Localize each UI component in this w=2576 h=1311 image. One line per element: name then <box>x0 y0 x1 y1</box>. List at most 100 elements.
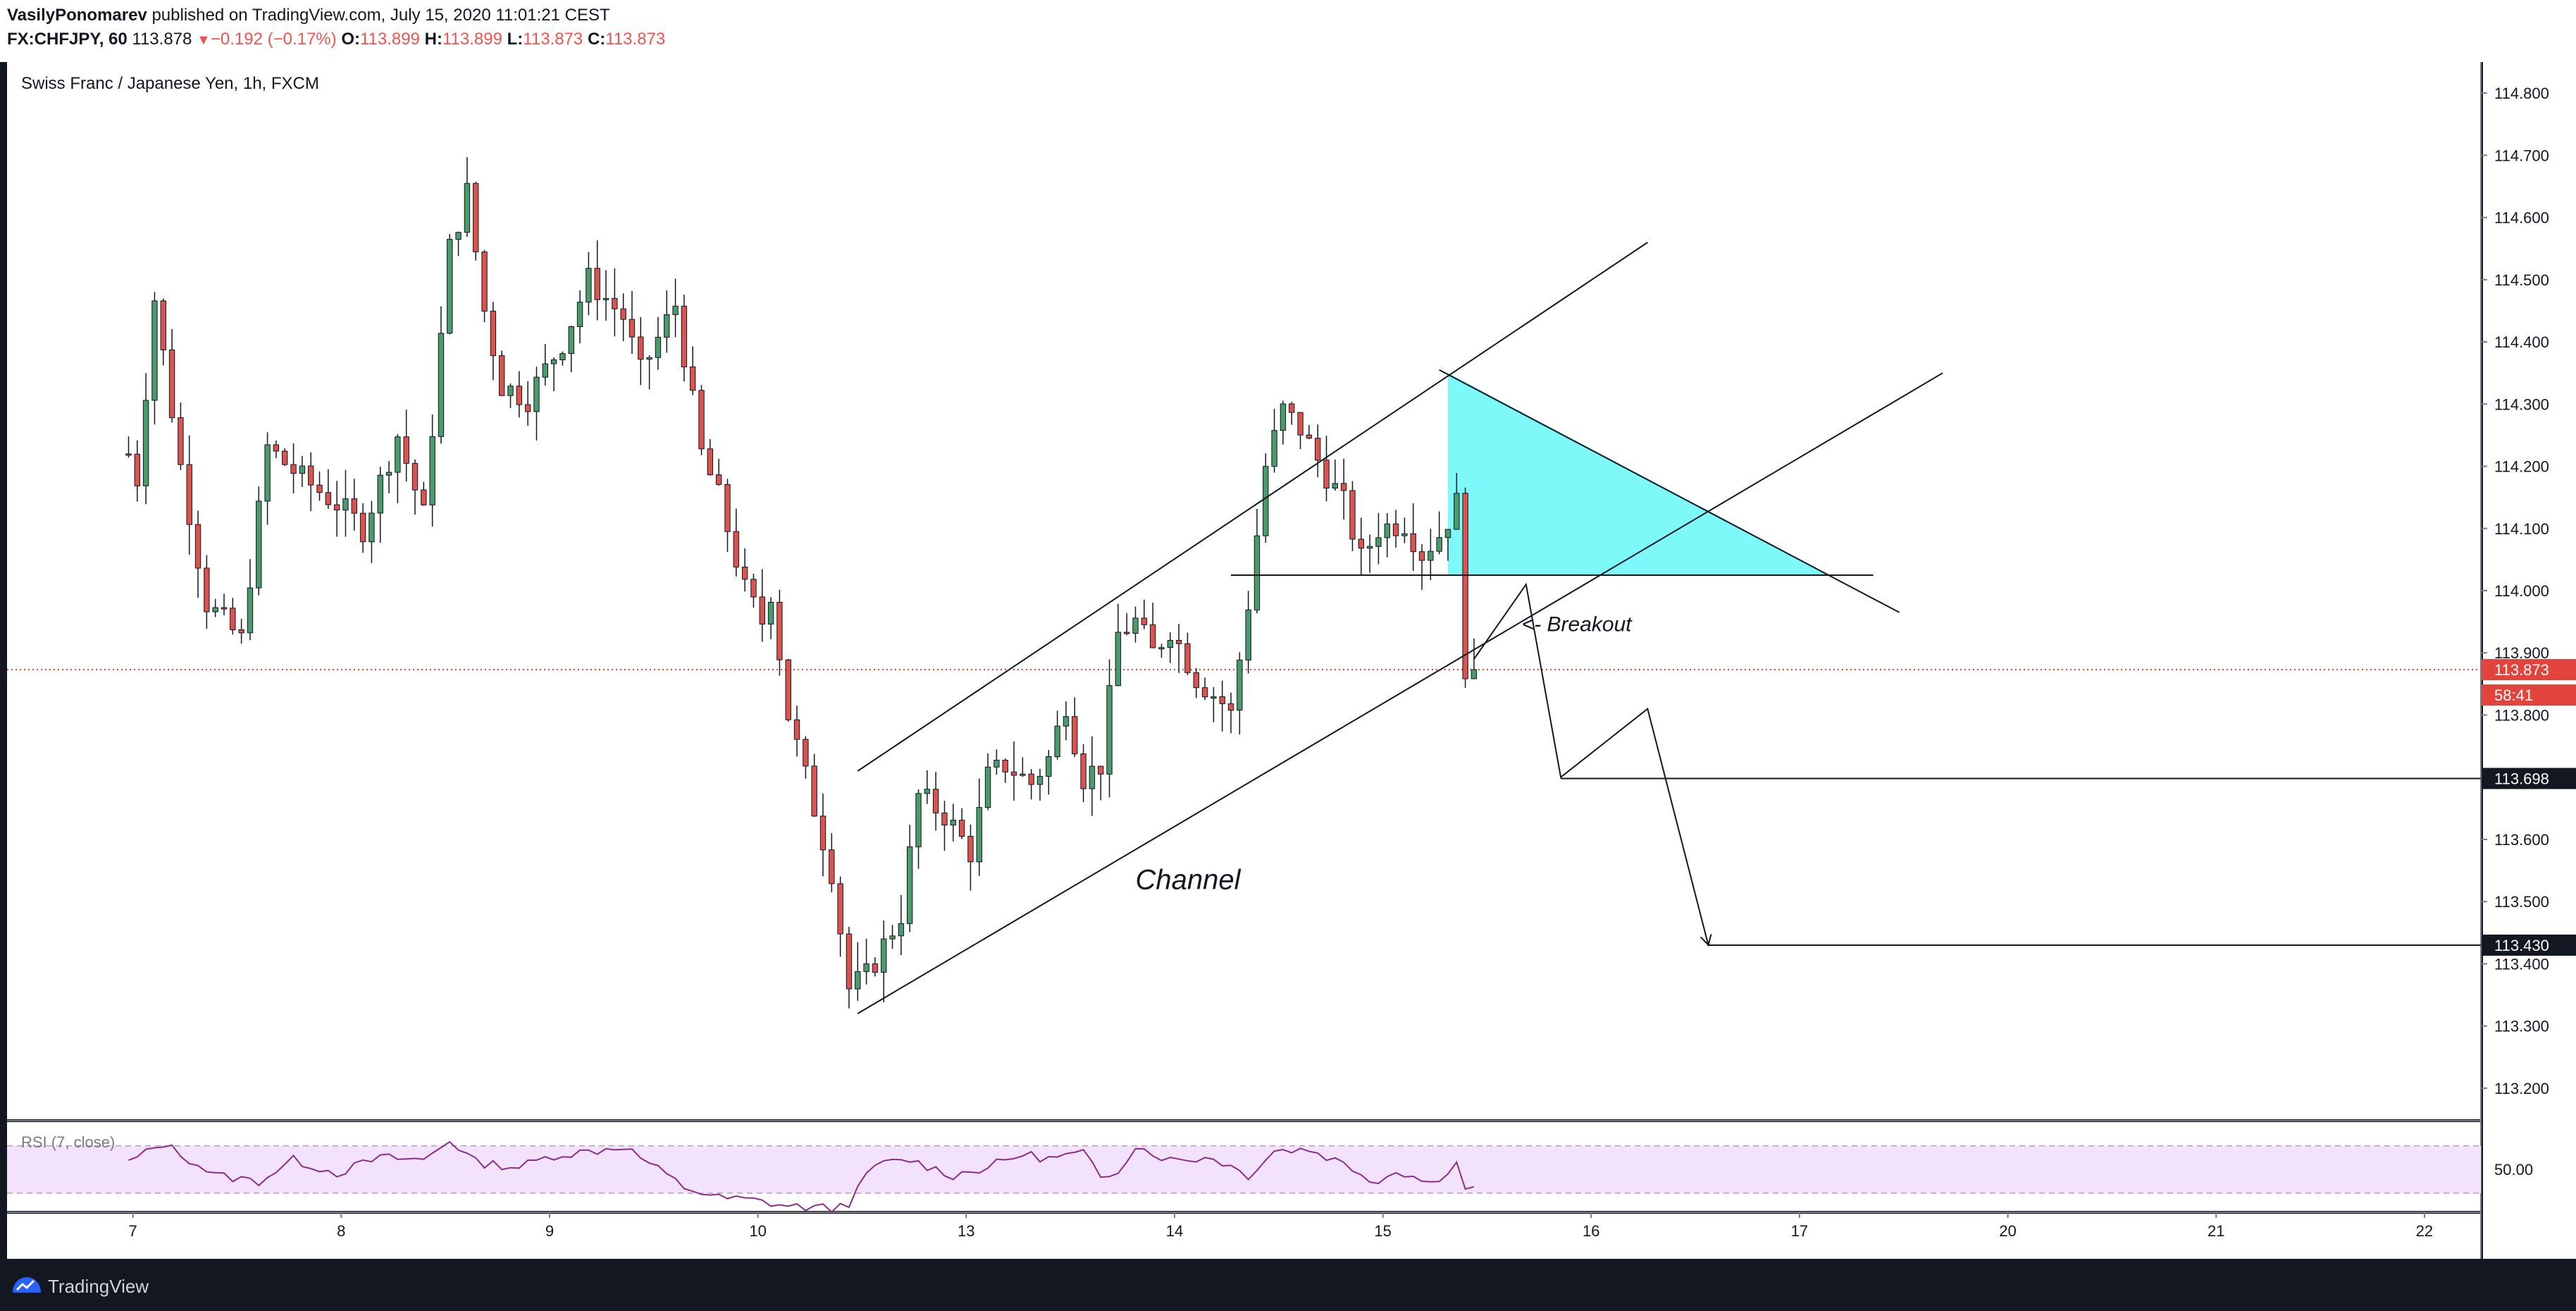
candle-body <box>125 453 132 456</box>
target-1-tag: 113.698 <box>2494 770 2549 787</box>
candle-body <box>1219 696 1225 704</box>
candle-body <box>664 314 670 338</box>
candle-body <box>1020 773 1026 776</box>
target-2-tag-bg <box>2482 934 2576 956</box>
author-name[interactable]: VasilyPonomarev <box>7 6 147 25</box>
candle-body <box>1315 438 1321 461</box>
candle-body <box>846 933 853 990</box>
candle-body <box>282 450 288 465</box>
tradingview-logo-icon[interactable] <box>10 1274 44 1295</box>
candle-body <box>524 404 531 412</box>
rsi-band <box>7 1145 2481 1193</box>
candle-body <box>221 607 228 610</box>
candle-body <box>1375 537 1382 547</box>
candle-body <box>803 739 809 767</box>
candle-body <box>1428 550 1434 561</box>
candle-body <box>958 820 965 837</box>
candle-body <box>533 376 540 412</box>
candle-body <box>646 357 652 360</box>
candle-body <box>829 849 835 885</box>
candle-body <box>741 566 748 580</box>
candle-body <box>1401 533 1408 536</box>
candle-body <box>1072 716 1078 754</box>
candle-body <box>1227 703 1234 711</box>
candle-body <box>1036 775 1044 785</box>
candle-body <box>1444 529 1451 538</box>
time-tick-label: 22 <box>2416 1222 2433 1240</box>
candle-body <box>576 302 583 327</box>
candle-body <box>638 336 644 360</box>
candle-body <box>316 484 323 493</box>
time-tick-label: 8 <box>337 1222 345 1240</box>
publish-header: VasilyPonomarev published on TradingView… <box>0 0 2576 62</box>
candle-body <box>142 400 149 486</box>
high-value: 113.899 <box>442 30 502 49</box>
tradingview-brand[interactable]: TradingView <box>48 1276 149 1297</box>
time-tick-label: 13 <box>958 1222 974 1240</box>
candle-body <box>1410 533 1416 553</box>
price-tick-label: 114.400 <box>2494 333 2549 351</box>
candle-body <box>1462 493 1468 679</box>
candle-body <box>1289 403 1295 413</box>
candle-body <box>429 436 435 505</box>
candle-body <box>1392 523 1399 536</box>
candle-body <box>134 453 140 486</box>
drawings-layer <box>857 242 2481 1014</box>
candle-body <box>333 504 340 511</box>
candle-body <box>1436 537 1442 552</box>
candle-body <box>620 308 626 320</box>
candle-body <box>932 789 939 813</box>
candle-body <box>421 489 427 505</box>
candle-body <box>1349 490 1356 540</box>
candle-body <box>1089 765 1096 789</box>
candle-body <box>698 390 705 450</box>
candle-body <box>733 531 740 567</box>
candle-body <box>1418 551 1425 561</box>
candle-body <box>1237 659 1243 711</box>
candle-body <box>1245 609 1251 660</box>
price-tick-label: 114.700 <box>2494 147 2549 164</box>
price-tick-label: 114.300 <box>2494 395 2549 413</box>
candle-body <box>1028 773 1034 785</box>
candle-body <box>855 971 861 990</box>
candle-body <box>1123 632 1130 634</box>
candle-body <box>1080 753 1086 789</box>
candle-body <box>204 567 210 613</box>
breakout-label[interactable]: <- Breakout <box>1522 613 1633 636</box>
candle-body <box>473 183 479 252</box>
candle-body <box>907 846 913 924</box>
rsi-level-label: 50.00 <box>2494 1161 2533 1178</box>
candle-body <box>681 305 688 368</box>
price-chart[interactable]: Swiss Franc / Japanese Yen, 1h, FXCM 50.… <box>0 62 2576 1259</box>
time-scale[interactable] <box>7 1214 2480 1259</box>
channel-upper-line <box>857 242 1648 772</box>
main-pane[interactable] <box>7 62 2480 1119</box>
candle-body <box>455 232 462 240</box>
time-tick-label: 9 <box>545 1222 554 1240</box>
candle-body <box>151 300 158 401</box>
time-tick-label: 16 <box>1583 1222 1599 1240</box>
candle-body <box>1002 759 1008 773</box>
candle-body <box>377 474 383 514</box>
rsi-line <box>128 1140 1475 1213</box>
channel-label[interactable]: Channel <box>1136 865 1241 896</box>
candle-body <box>690 367 696 391</box>
candle-body <box>264 444 271 502</box>
candle-body <box>516 386 523 405</box>
channel-lower-line <box>857 372 1943 1014</box>
candle-body <box>481 251 488 312</box>
candle-body <box>256 500 262 589</box>
target-2-tag: 113.430 <box>2494 937 2549 954</box>
candle-body <box>1280 403 1287 431</box>
candle-body <box>776 601 783 660</box>
price-tick-label: 114.500 <box>2494 271 2549 289</box>
candle-body <box>1149 624 1156 648</box>
price-tick-label: 114.000 <box>2494 582 2549 600</box>
triangle-pattern-fill[interactable] <box>1448 373 1831 575</box>
candle-body <box>872 963 879 973</box>
candle-body <box>1470 669 1478 679</box>
time-tick-label: 21 <box>2207 1222 2224 1240</box>
candle-body <box>1210 696 1217 699</box>
candle-body <box>984 766 991 808</box>
candle-body <box>273 444 280 452</box>
